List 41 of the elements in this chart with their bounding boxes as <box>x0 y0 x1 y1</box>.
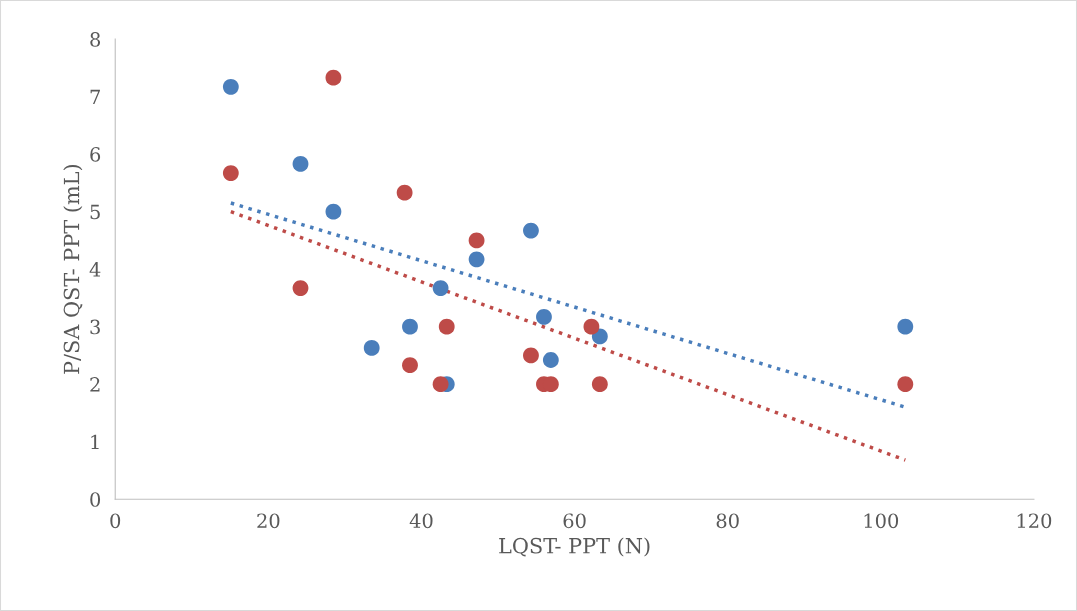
y-tick-label: 1 <box>91 434 99 450</box>
y-axis-title: P/SA QST- PPT (mL) <box>63 164 83 374</box>
point <box>897 318 914 335</box>
point <box>432 376 449 393</box>
point <box>222 78 239 95</box>
x-tick-label: 40 <box>409 513 433 529</box>
point <box>468 251 485 268</box>
point <box>325 203 342 220</box>
point <box>432 280 449 297</box>
point <box>591 376 608 393</box>
point <box>222 165 239 182</box>
y-tick-label: 3 <box>90 319 100 335</box>
point <box>523 222 539 239</box>
point <box>536 308 552 325</box>
x-tick-label: 20 <box>257 513 280 529</box>
y-tick-label: 8 <box>90 32 101 47</box>
x-tick-label: 100 <box>864 513 899 529</box>
x-tick-label: 0 <box>110 513 121 529</box>
y-tick-label: 6 <box>90 147 101 162</box>
point <box>363 340 380 356</box>
y-tick-label: 2 <box>90 377 100 392</box>
x-tick-label: 60 <box>563 513 586 529</box>
y-tick-label: 0 <box>90 492 101 507</box>
y-tick-label: 4 <box>89 262 101 277</box>
x-axis-title: LQST- PPT (N) <box>499 537 650 557</box>
y-tick-label: 7 <box>90 89 100 104</box>
point <box>583 318 600 335</box>
y-tick-label: 5 <box>90 204 100 220</box>
x-tick-label: 80 <box>716 513 739 529</box>
point <box>292 155 309 172</box>
point <box>292 280 309 297</box>
point <box>468 232 485 249</box>
point <box>396 184 413 201</box>
point <box>402 318 418 335</box>
point <box>438 318 455 335</box>
point <box>402 357 418 374</box>
point <box>897 376 914 393</box>
x-tick-label: 120 <box>1017 513 1052 529</box>
point <box>523 347 539 364</box>
point <box>325 69 342 86</box>
point <box>542 352 559 368</box>
